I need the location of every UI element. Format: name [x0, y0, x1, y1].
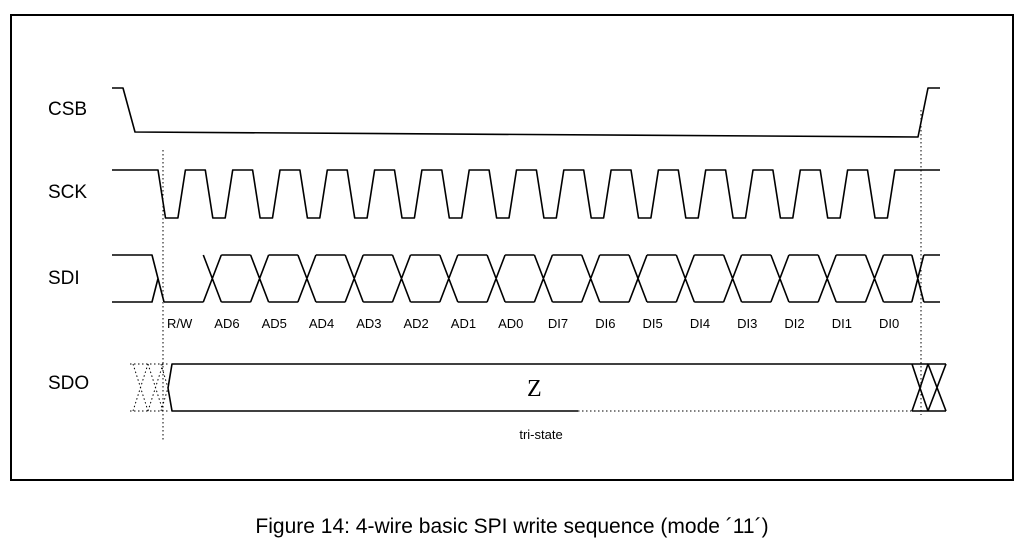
- sdo-state-label: Z: [527, 376, 542, 402]
- csb-waveform: [112, 87, 940, 138]
- figure-caption: Figure 14: 4-wire basic SPI write sequen…: [255, 515, 769, 538]
- signal-label-sdi: SDI: [48, 268, 80, 289]
- sdo-note-label: tri-state: [519, 427, 562, 442]
- timing-diagram: CSB SCK SDI SDO R/W AD6 AD5 AD4 AD3 AD2 AD1 AD0…: [48, 87, 947, 442]
- bit-label: AD5: [262, 316, 287, 331]
- bit-label: AD1: [451, 316, 476, 331]
- bit-label: AD3: [356, 316, 381, 331]
- bit-label: DI5: [643, 316, 663, 331]
- bit-label: DI2: [784, 316, 804, 331]
- diagram-frame: [10, 14, 1014, 481]
- bit-label: DI0: [879, 316, 899, 331]
- sdo-tristate-top: [167, 363, 912, 389]
- bit-label: AD0: [498, 316, 523, 331]
- bit-label: DI6: [595, 316, 615, 331]
- bit-label: AD4: [309, 316, 334, 331]
- signal-label-csb: CSB: [48, 99, 87, 120]
- bit-label: AD2: [404, 316, 429, 331]
- signal-label-sck: SCK: [48, 182, 87, 203]
- sdi-waveform: [112, 254, 940, 303]
- sdo-undefined-start: [130, 363, 169, 412]
- sdo-undefined-end: [911, 363, 947, 412]
- bit-label: DI1: [832, 316, 852, 331]
- sdo-tristate-bottom: [167, 387, 578, 412]
- bit-label: DI4: [690, 316, 710, 331]
- bit-label: DI7: [548, 316, 568, 331]
- bit-label: R/W: [167, 316, 193, 331]
- bit-label: DI3: [737, 316, 757, 331]
- signal-label-sdo: SDO: [48, 373, 89, 394]
- bit-label: AD6: [214, 316, 239, 331]
- sck-waveform: [112, 169, 940, 219]
- sdi-bit-labels: R/W AD6 AD5 AD4 AD3 AD2 AD1 AD0 DI7 DI6 DI5 DI4 DI3 D…: [167, 316, 899, 331]
